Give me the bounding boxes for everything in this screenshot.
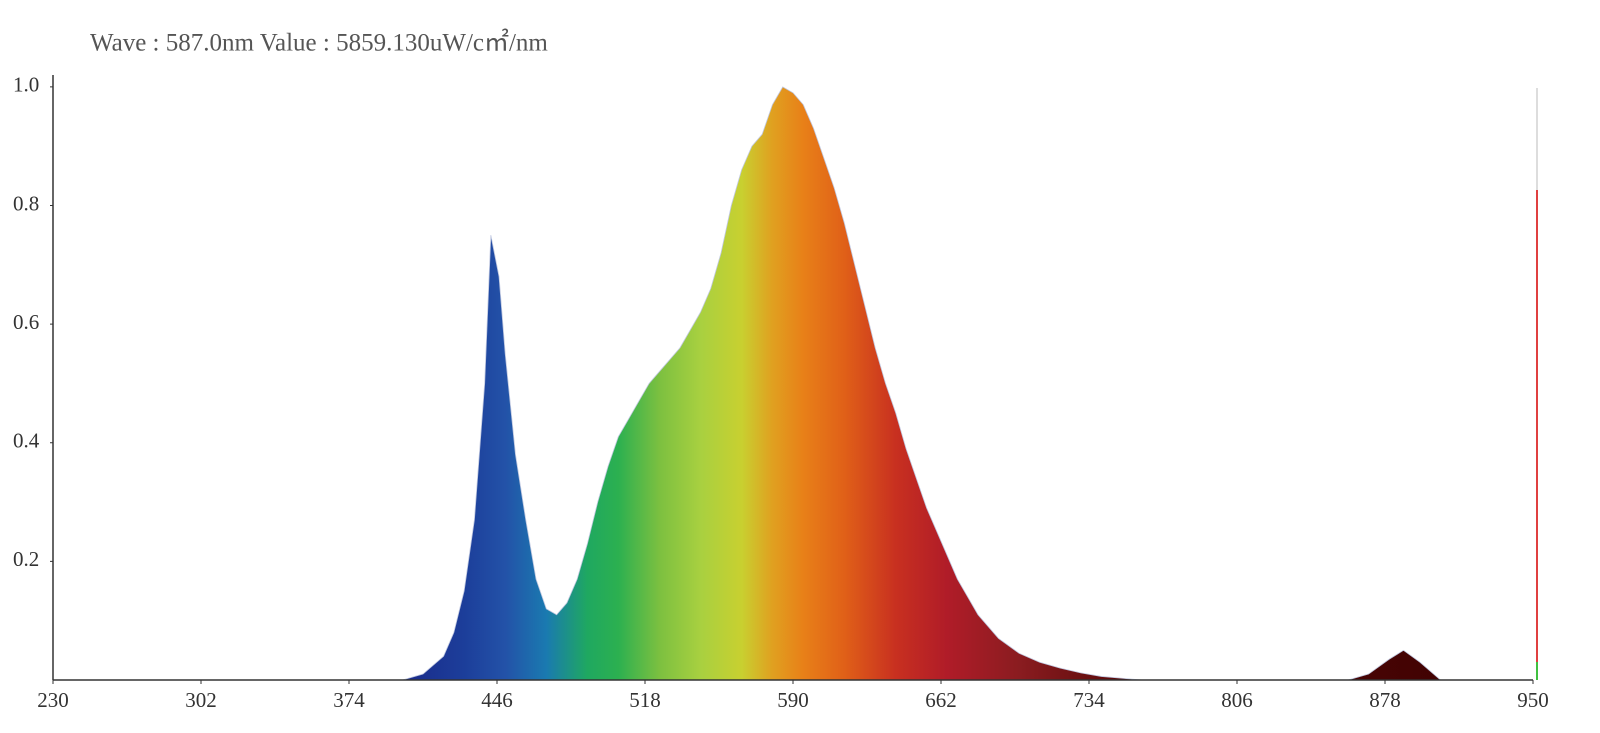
x-tick-label: 662 [925, 688, 957, 712]
x-tick-label: 878 [1369, 688, 1401, 712]
x-tick-label: 446 [481, 688, 513, 712]
y-tick-label: 0.4 [13, 429, 40, 453]
y-tick-label: 1.0 [13, 73, 39, 97]
readout: Wave : 587.0nm Value : 5859.130uW/c㎡/nm [90, 29, 548, 57]
x-tick-label: 806 [1221, 688, 1253, 712]
y-tick-label: 0.6 [13, 310, 39, 334]
x-tick-label: 518 [629, 688, 661, 712]
x-tick-label: 302 [185, 688, 217, 712]
x-tick-label: 230 [37, 688, 69, 712]
spectrum-area [53, 86, 1533, 681]
y-tick-label: 0.2 [13, 547, 39, 571]
y-tick-label: 0.8 [13, 191, 39, 215]
x-tick-label: 590 [777, 688, 809, 712]
x-tick-label: 950 [1517, 688, 1549, 712]
x-tick-label: 734 [1073, 688, 1105, 712]
x-tick-label: 374 [333, 688, 365, 712]
